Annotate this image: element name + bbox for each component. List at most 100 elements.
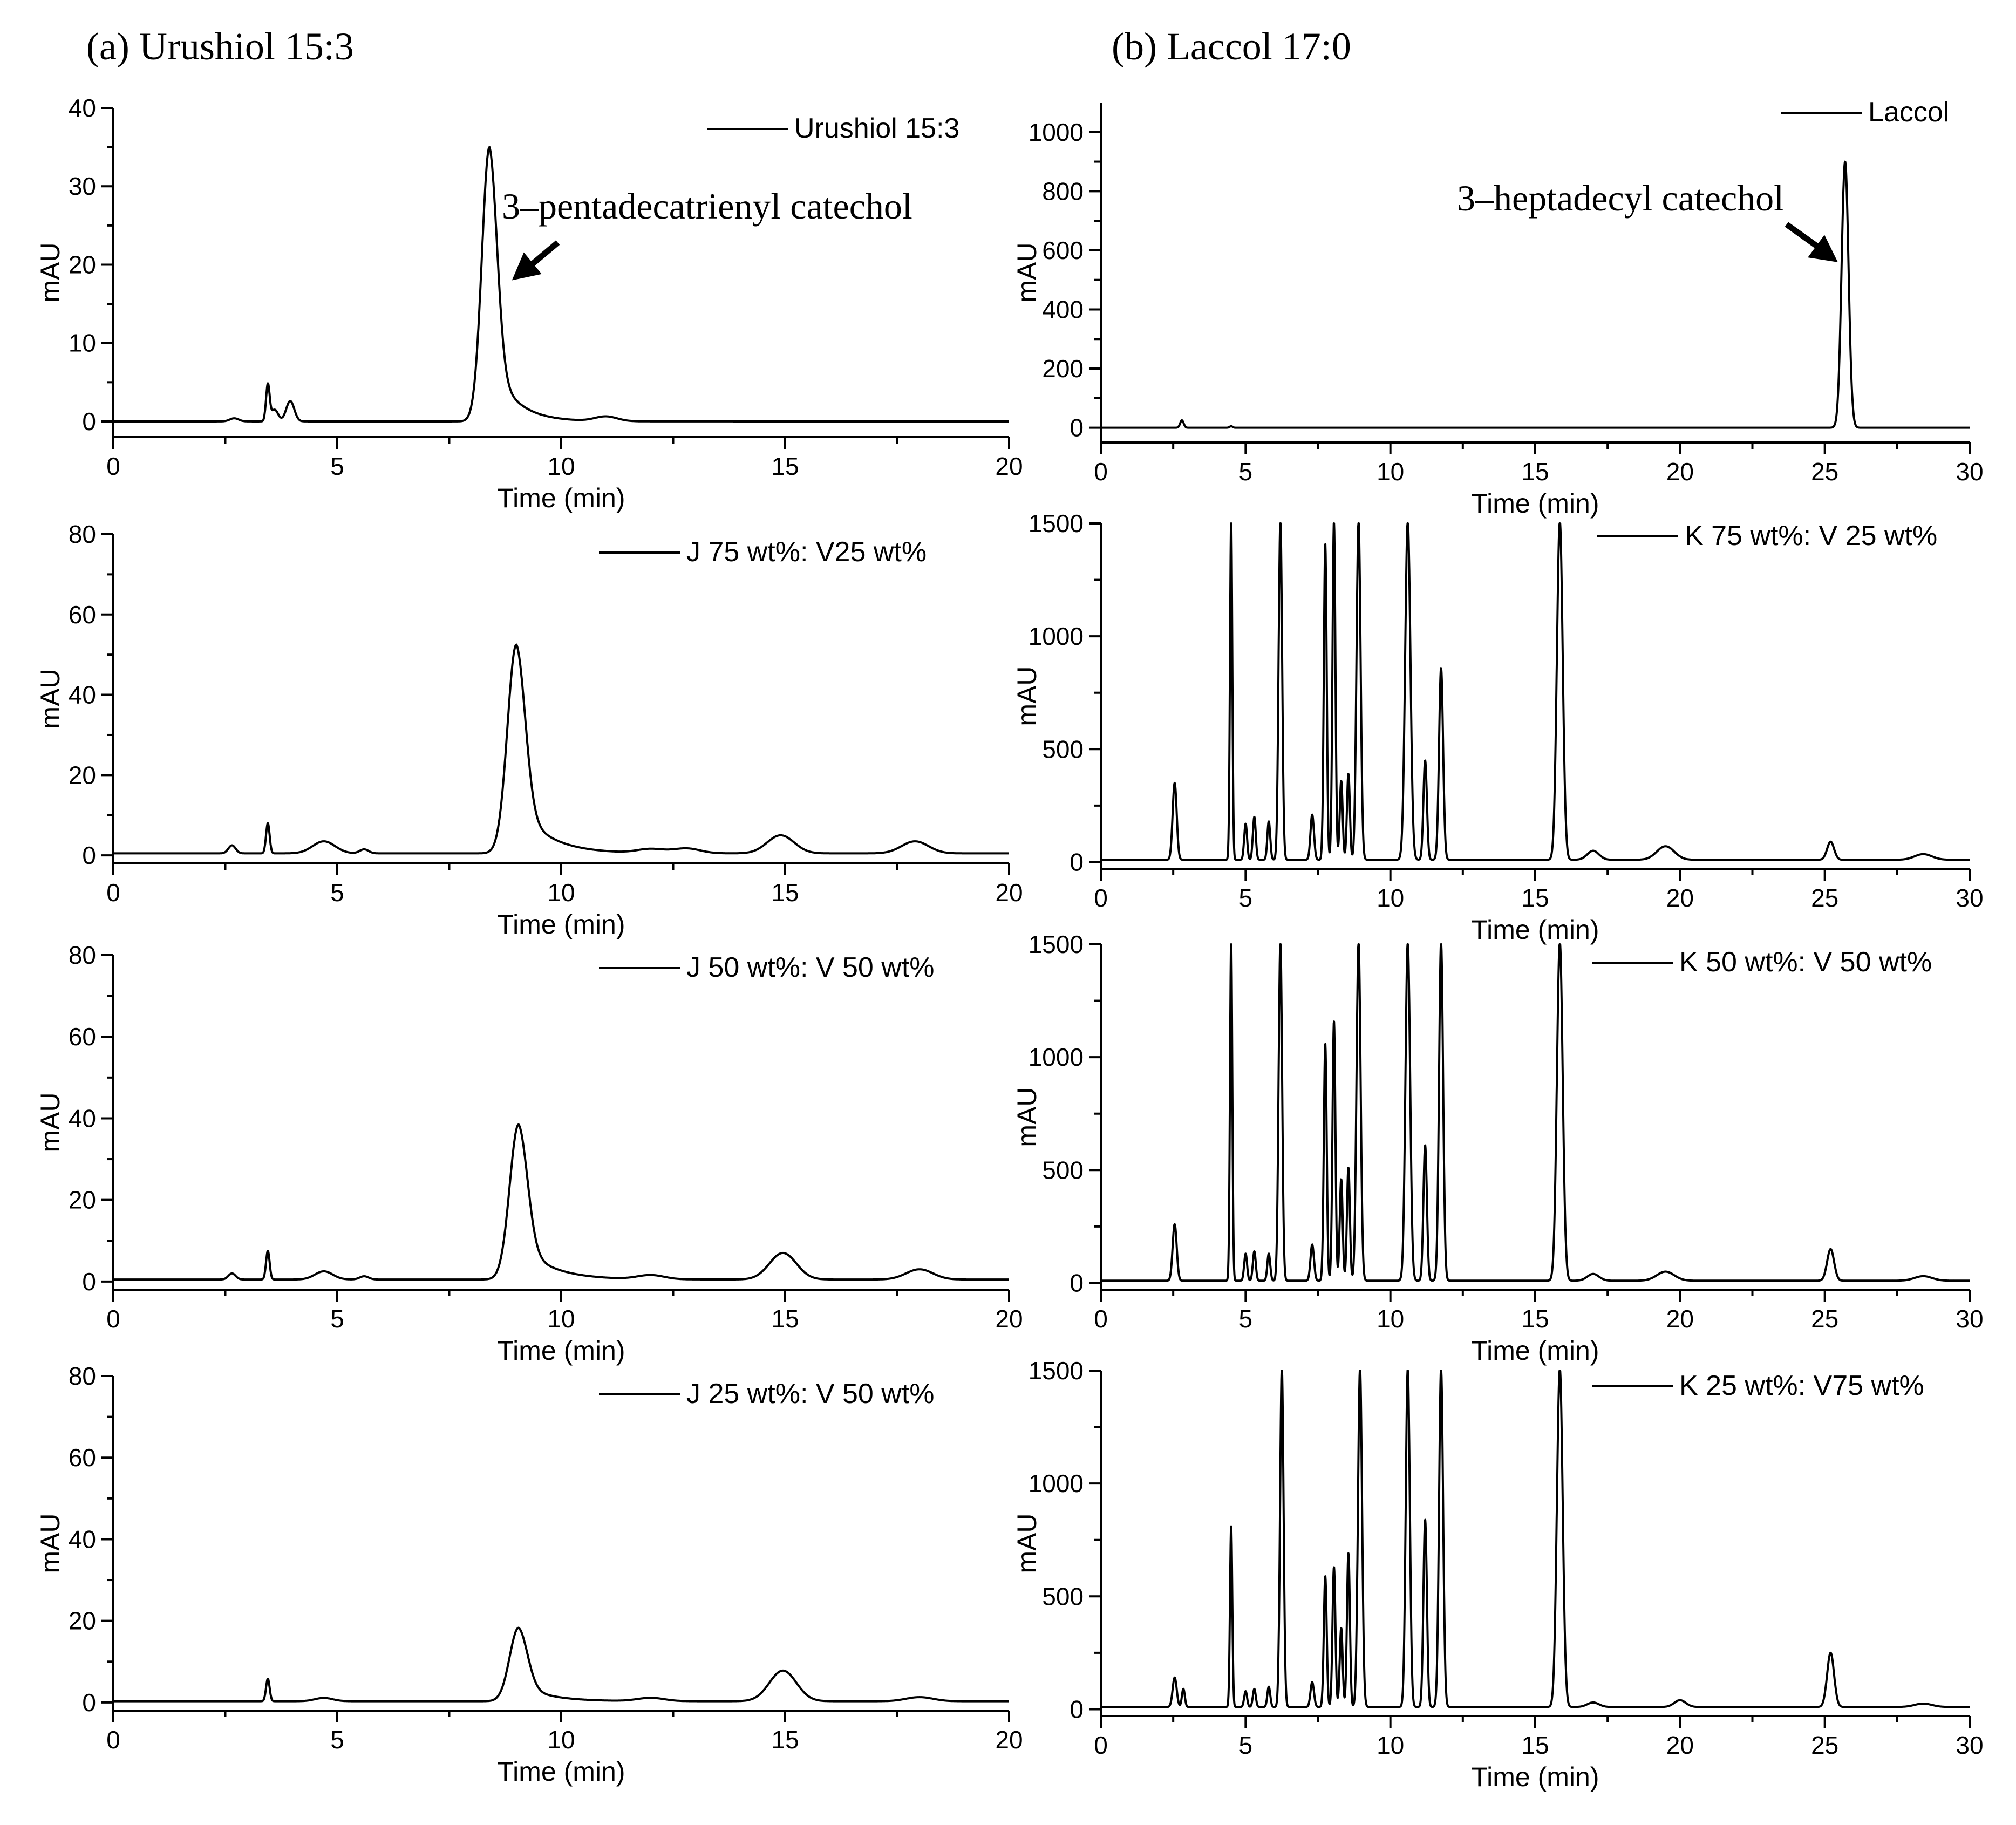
y-tick-label: 40 — [69, 1104, 96, 1132]
x-tick-label: 30 — [1956, 884, 1983, 912]
panel-b-title: (b) Laccol 17:0 — [1112, 25, 1351, 68]
legend-label: J 25 wt%: V 50 wt% — [686, 1378, 935, 1409]
x-tick-label: 15 — [1521, 884, 1549, 912]
y-tick-label: 800 — [1042, 177, 1084, 205]
x-tick-label: 15 — [1521, 1305, 1549, 1333]
peak-annotation: 3–heptadecyl catechol — [1457, 178, 1784, 219]
x-tick-label: 10 — [547, 1726, 575, 1754]
x-tick-label: 10 — [1377, 1305, 1404, 1333]
y-axis-label: mAU — [35, 1513, 65, 1573]
y-tick-label: 0 — [82, 1268, 96, 1296]
x-tick-label: 30 — [1956, 458, 1983, 486]
legend-label: Laccol — [1868, 97, 1949, 128]
y-tick-label: 40 — [69, 681, 96, 709]
y-tick-label: 40 — [69, 94, 96, 122]
y-tick-label: 20 — [69, 250, 96, 278]
peak-annotation: 3–pentadecatrienyl catechol — [502, 186, 912, 227]
x-tick-label: 25 — [1811, 458, 1838, 486]
x-tick-label: 0 — [1094, 1731, 1108, 1759]
x-tick-label: 5 — [1239, 458, 1253, 486]
x-tick-label: 10 — [547, 452, 575, 480]
chromatogram-a2: 0 5 10 15 20 0 20 40 60 80 Time (min) mAU J 75 wt%: … — [35, 520, 1023, 939]
chromatogram-a3: 0 5 10 15 20 0 20 40 60 80 Time (min) mAU J 50 wt%: … — [35, 941, 1023, 1366]
y-tick-label: 1000 — [1029, 1043, 1084, 1071]
x-tick-label: 0 — [1094, 884, 1108, 912]
chromatogram-b1: 0 5 10 15 20 25 30 0 200 400 600 800 1000 Time (min) m… — [1012, 97, 1984, 519]
x-tick-label: 10 — [547, 879, 575, 907]
x-tick-label: 30 — [1956, 1731, 1983, 1759]
x-axis-label: Time (min) — [1471, 488, 1599, 519]
y-axis-label: mAU — [1012, 1513, 1042, 1573]
y-tick-label: 500 — [1042, 1582, 1084, 1610]
y-tick-label: 80 — [69, 520, 96, 548]
y-tick-label: 60 — [69, 1023, 96, 1051]
y-tick-label: 80 — [69, 1362, 96, 1390]
x-axis-label: Time (min) — [1471, 1762, 1599, 1792]
panel-a-title: (a) Urushiol 15:3 — [86, 25, 354, 68]
y-tick-label: 1000 — [1029, 1469, 1084, 1497]
x-tick-label: 5 — [330, 1726, 344, 1754]
x-tick-label: 5 — [1239, 884, 1253, 912]
chromatogram-trace — [112, 146, 1010, 423]
y-tick-label: 500 — [1042, 1156, 1084, 1184]
chromatogram-b2: 0 5 10 15 20 25 30 0 500 1000 1500 Time (min) mAU K 7… — [1012, 509, 1984, 945]
x-tick-label: 15 — [771, 452, 799, 480]
x-tick-label: 15 — [771, 879, 799, 907]
y-tick-label: 0 — [1070, 414, 1084, 442]
y-tick-label: 60 — [69, 601, 96, 629]
chromatogram-trace — [112, 1626, 1010, 1703]
y-tick-label: 0 — [1070, 1695, 1084, 1723]
y-tick-label: 40 — [69, 1525, 96, 1553]
chromatogram-b3: 0 5 10 15 20 25 30 0 500 1000 1500 Time (min) mAU K 5… — [1012, 930, 1984, 1366]
y-tick-label: 10 — [69, 329, 96, 357]
x-tick-label: 20 — [1666, 884, 1694, 912]
x-tick-label: 0 — [1094, 1305, 1108, 1333]
chromatogram-b4: 0 5 10 15 20 25 30 0 500 1000 1500 Time (min) mAU K 2… — [1012, 1357, 1984, 1792]
y-axis-label: mAU — [1012, 242, 1042, 302]
y-tick-label: 1000 — [1029, 622, 1084, 650]
x-tick-label: 20 — [1666, 458, 1694, 486]
chromatogram-trace — [112, 643, 1010, 855]
legend-label: Urushiol 15:3 — [794, 113, 959, 144]
y-tick-label: 600 — [1042, 236, 1084, 264]
x-axis-label: Time (min) — [497, 1336, 625, 1366]
x-tick-label: 0 — [106, 1726, 120, 1754]
y-tick-label: 1500 — [1029, 509, 1084, 537]
x-tick-label: 20 — [995, 1305, 1023, 1333]
y-tick-label: 200 — [1042, 355, 1084, 383]
x-axis-label: Time (min) — [1471, 1336, 1599, 1366]
y-tick-label: 0 — [1070, 1269, 1084, 1297]
x-tick-label: 10 — [1377, 458, 1404, 486]
legend-label: K 75 wt%: V 25 wt% — [1685, 520, 1937, 551]
legend-label: J 50 wt%: V 50 wt% — [686, 952, 935, 983]
x-tick-label: 15 — [1521, 1731, 1549, 1759]
x-axis-label: Time (min) — [497, 483, 625, 513]
chromatogram-a4: 0 5 10 15 20 0 20 40 60 80 Time (min) mAU J 25 wt%: … — [35, 1362, 1023, 1787]
x-tick-label: 5 — [1239, 1731, 1253, 1759]
x-tick-label: 20 — [995, 879, 1023, 907]
y-tick-label: 20 — [69, 761, 96, 789]
x-tick-label: 25 — [1811, 884, 1838, 912]
y-tick-label: 20 — [69, 1186, 96, 1214]
x-tick-label: 20 — [995, 452, 1023, 480]
chromatogram-a1: 0 5 10 15 20 0 10 20 30 40 Time (min) mAU Urushiol 1… — [35, 94, 1023, 513]
y-tick-label: 0 — [1070, 848, 1084, 876]
x-tick-label: 30 — [1956, 1305, 1983, 1333]
x-tick-label: 0 — [106, 879, 120, 907]
y-tick-label: 60 — [69, 1443, 96, 1472]
x-tick-label: 5 — [330, 879, 344, 907]
y-tick-label: 1500 — [1029, 930, 1084, 958]
x-tick-label: 25 — [1811, 1305, 1838, 1333]
chromatogram-trace — [1100, 943, 1971, 1282]
chromatogram-trace — [1100, 522, 1971, 861]
y-tick-label: 0 — [82, 407, 96, 435]
x-tick-label: 5 — [330, 452, 344, 480]
chromatogram-trace — [112, 1123, 1010, 1281]
x-axis-label: Time (min) — [497, 909, 625, 939]
x-tick-label: 5 — [330, 1305, 344, 1333]
y-tick-label: 20 — [69, 1607, 96, 1635]
y-axis-label: mAU — [1012, 666, 1042, 726]
x-tick-label: 10 — [547, 1305, 575, 1333]
legend-label: K 25 wt%: V75 wt% — [1679, 1370, 1924, 1401]
